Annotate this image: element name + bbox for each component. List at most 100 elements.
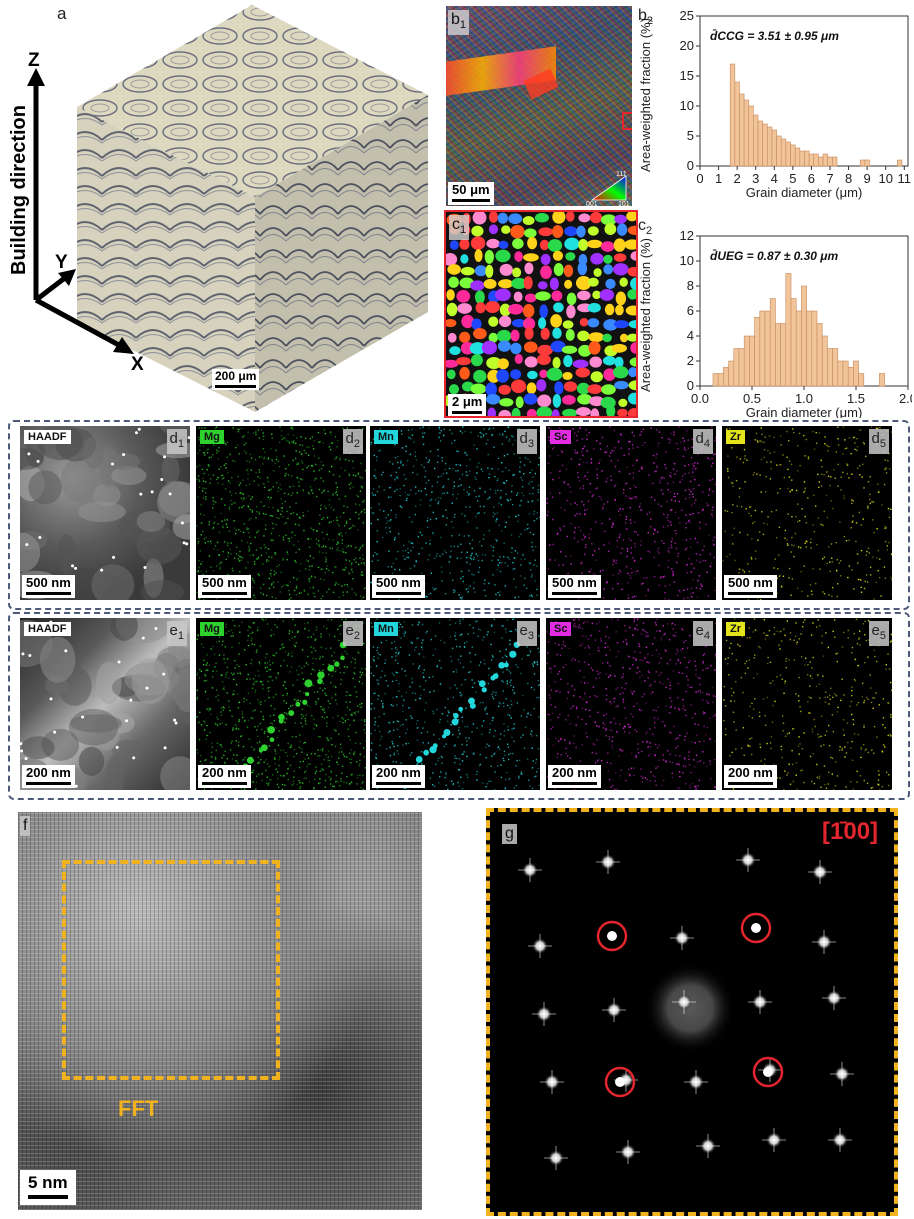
grain-map-svg <box>446 212 636 416</box>
grain <box>496 329 512 343</box>
grain <box>618 398 628 408</box>
x-axis-label: Grain diameter (μm) <box>746 405 863 418</box>
grain <box>474 265 488 277</box>
eds-speckle <box>370 426 540 600</box>
grain <box>552 212 566 224</box>
grain <box>524 327 534 340</box>
grain <box>498 279 514 289</box>
histogram-bar <box>790 144 796 167</box>
grain <box>612 263 629 276</box>
grain <box>572 359 589 369</box>
scale-bar: 500 nm <box>548 575 601 598</box>
grain <box>566 304 576 319</box>
x-tick-label: 5 <box>789 171 796 186</box>
svg-text:101: 101 <box>618 201 630 206</box>
element-tag: Zr <box>726 622 745 636</box>
element-tag: HAADF <box>24 622 71 636</box>
eds-map-d3-mn: Mn d3 500 nm <box>370 426 540 600</box>
grain <box>510 225 525 239</box>
grain <box>495 249 511 263</box>
y-tick-label: 0 <box>687 378 694 393</box>
eds-speckle <box>546 426 716 600</box>
histogram-bar <box>847 366 854 387</box>
element-tag: HAADF <box>24 430 71 444</box>
grain <box>614 214 627 224</box>
grain <box>471 225 484 237</box>
grain <box>514 251 523 262</box>
grain <box>524 262 534 275</box>
grain <box>523 276 533 290</box>
grain <box>603 264 614 275</box>
fft-pattern-g: g [1̄00] <box>486 808 898 1216</box>
superlattice-ring <box>596 920 628 952</box>
grain <box>566 212 575 222</box>
grain <box>563 381 578 392</box>
histogram-bar <box>767 126 773 167</box>
histogram-bar <box>739 93 745 167</box>
grain <box>536 406 553 416</box>
scale-bar-b1: 50 μm <box>448 182 494 205</box>
histogram-bar <box>757 120 763 167</box>
grain <box>474 249 483 263</box>
grain <box>589 396 605 407</box>
x-tick-label: 0.0 <box>691 391 709 406</box>
x-tick-label: 11 <box>898 171 912 186</box>
grain <box>501 225 511 234</box>
panel-label: c2 <box>638 217 652 237</box>
grain <box>514 353 523 365</box>
x-tick-label: 2.0 <box>899 391 912 406</box>
histogram-bar <box>748 105 754 167</box>
grain <box>590 408 600 416</box>
grain <box>512 267 522 278</box>
histogram-bar <box>837 360 844 387</box>
grain <box>552 225 564 238</box>
grain <box>475 302 486 314</box>
grain <box>526 382 537 395</box>
grain <box>512 238 524 249</box>
grain <box>497 358 509 370</box>
x-tick-label: 2 <box>734 171 741 186</box>
grain <box>602 333 612 343</box>
histogram-bar <box>780 323 787 387</box>
axis-x-label: X <box>131 354 144 375</box>
grain <box>456 289 471 303</box>
grain <box>470 280 485 291</box>
grain <box>587 384 603 394</box>
grain <box>527 370 538 380</box>
histogram-bar <box>832 156 838 167</box>
grain <box>456 356 471 366</box>
grain <box>590 371 603 383</box>
grain <box>460 266 475 276</box>
y-tick-label: 25 <box>680 8 694 23</box>
grain <box>589 212 603 224</box>
x-tick-label: 4 <box>771 171 778 186</box>
grain <box>619 333 629 343</box>
histogram-bar <box>712 373 719 387</box>
grain <box>460 254 469 264</box>
histogram-bar <box>879 373 885 387</box>
grain <box>488 224 499 235</box>
grain <box>494 288 511 302</box>
grain <box>484 249 494 264</box>
grain <box>536 379 547 392</box>
histogram-bar <box>808 153 815 167</box>
grain <box>575 276 592 290</box>
grain <box>508 303 524 315</box>
eds-map-e5-zr: Zr e5 200 nm <box>722 618 892 790</box>
element-tag: Sc <box>550 430 572 444</box>
grain <box>446 253 458 266</box>
grain <box>523 253 539 262</box>
y-tick-label: 0 <box>687 158 694 173</box>
histogram-bar <box>734 81 740 167</box>
grain <box>565 252 576 261</box>
panel-corner-label: d3 <box>516 429 537 454</box>
panel-corner-label: e4 <box>692 621 713 646</box>
histogram-bar <box>799 150 805 167</box>
eds-map-e3-mn: Mn e3 200 nm <box>370 618 540 790</box>
histogram-bar <box>776 135 782 167</box>
panel-corner-label: e2 <box>342 621 363 646</box>
mean-annotation: d̄UEG = 0.87 ± 0.30 μm <box>710 249 839 263</box>
grain <box>562 320 574 329</box>
element-tag: Mn <box>374 622 398 636</box>
grain <box>552 327 562 339</box>
